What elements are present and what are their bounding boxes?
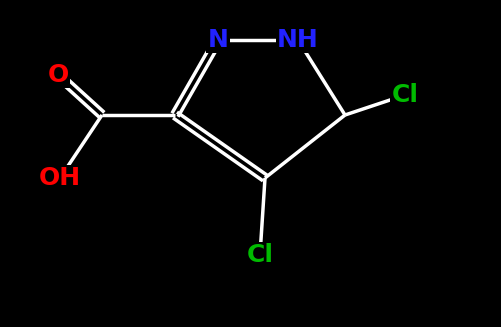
Text: NH: NH	[277, 28, 319, 52]
Text: OH: OH	[39, 166, 81, 190]
Text: Cl: Cl	[246, 243, 274, 267]
Text: N: N	[207, 28, 228, 52]
Text: Cl: Cl	[391, 83, 418, 107]
Text: O: O	[48, 63, 69, 87]
